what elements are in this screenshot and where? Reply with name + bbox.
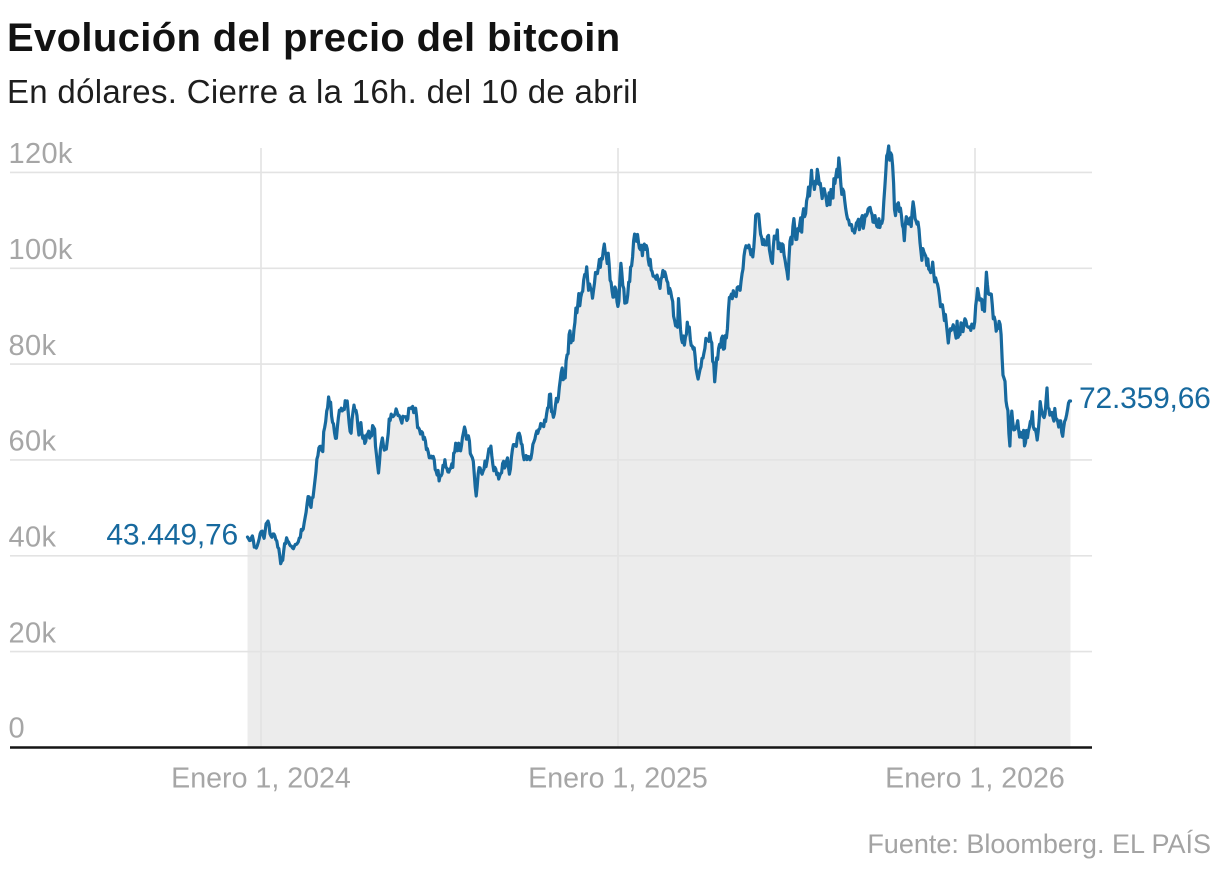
svg-text:Evolución del precio del bitco: Evolución del precio del bitcoin xyxy=(7,16,621,60)
svg-text:Enero 1, 2026: Enero 1, 2026 xyxy=(885,763,1065,795)
svg-text:120k: 120k xyxy=(9,138,73,170)
svg-text:20k: 20k xyxy=(9,617,57,649)
svg-text:Fuente: Bloomberg. EL PAÍS: Fuente: Bloomberg. EL PAÍS xyxy=(867,829,1211,859)
svg-text:40k: 40k xyxy=(9,522,57,554)
svg-text:60k: 60k xyxy=(9,426,57,458)
svg-text:Enero 1, 2025: Enero 1, 2025 xyxy=(528,763,708,795)
svg-text:En dólares. Cierre a la 16h. d: En dólares. Cierre a la 16h. del 10 de a… xyxy=(7,73,638,110)
svg-text:43.449,76: 43.449,76 xyxy=(106,519,238,552)
svg-text:100k: 100k xyxy=(9,234,73,266)
svg-text:80k: 80k xyxy=(9,330,57,362)
svg-text:0: 0 xyxy=(9,713,25,745)
svg-text:72.359,66: 72.359,66 xyxy=(1079,382,1211,415)
svg-text:Enero 1, 2024: Enero 1, 2024 xyxy=(171,763,351,795)
